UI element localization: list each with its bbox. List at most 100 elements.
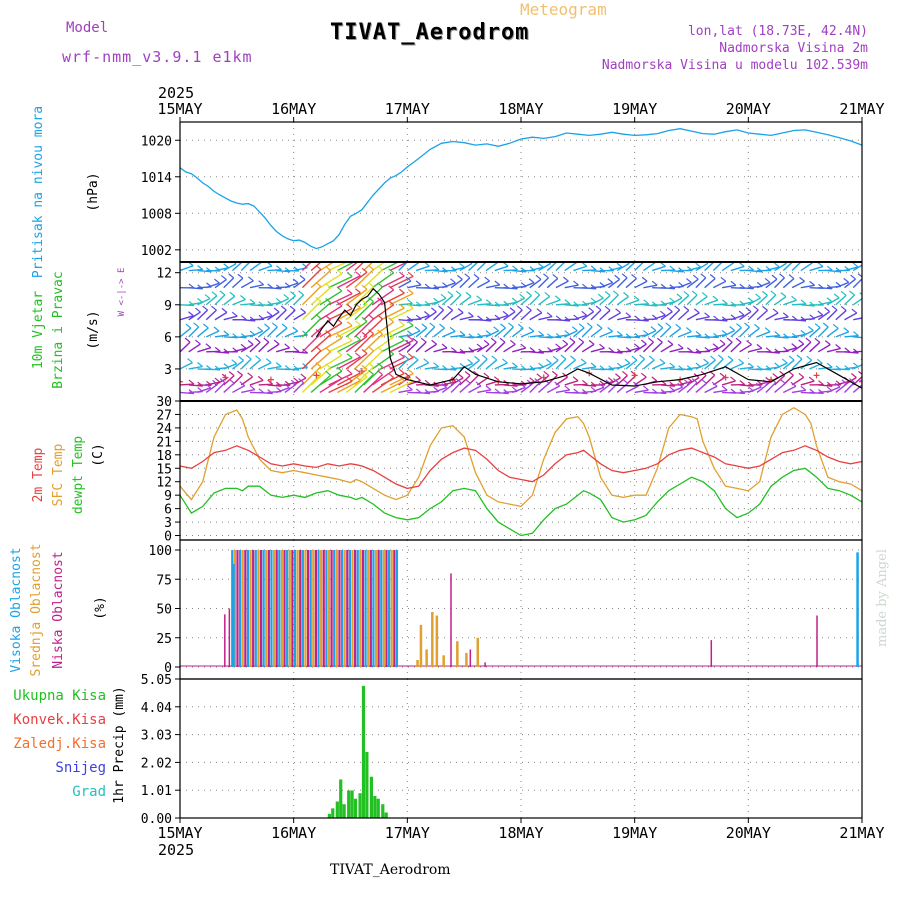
wind-barb-feather (184, 337, 191, 343)
wind-barb-feather (686, 278, 692, 284)
wind-barb-feather (834, 382, 841, 388)
wind-barb-feather (491, 355, 498, 361)
wind-barb (590, 347, 605, 353)
precip-bar (384, 812, 388, 818)
wind-barb-feather (622, 378, 629, 384)
wind-barb (398, 319, 413, 322)
wind-barb (275, 347, 290, 353)
wind-barb-feather (247, 372, 253, 378)
wind-barb (450, 294, 462, 306)
wind-barb-feather (826, 284, 833, 290)
wind-barb (319, 370, 343, 386)
wind-barb-feather (669, 362, 676, 368)
wind-barb (809, 314, 823, 321)
wind-barb (345, 303, 368, 321)
wind-barb-feather (805, 337, 812, 343)
footer-station-name: TIVAT_Aerodrom (330, 862, 451, 878)
wind-barb-feather (399, 255, 404, 259)
mid-cloud-bar (431, 612, 434, 667)
wind-barb (371, 304, 395, 321)
wind-barb (197, 309, 209, 321)
wind-barb-feather (735, 337, 742, 343)
time-tick-label-top: 15MAY (157, 100, 202, 118)
wind-speed-marker (267, 376, 274, 383)
wind-barb (520, 309, 532, 321)
wind-barb-feather (299, 275, 306, 280)
wind-barb-feather (799, 276, 805, 282)
wind-barb-feather (490, 337, 497, 343)
cloud-bar (288, 550, 291, 667)
wind-barb (389, 275, 414, 289)
wind-barb-feather (615, 373, 621, 379)
wind-barb-feather (621, 273, 628, 279)
wind-barb (485, 262, 498, 272)
wind-barb (582, 366, 597, 370)
wind-barb-feather (346, 304, 353, 310)
wind-barb (205, 309, 217, 321)
wind-barb (721, 341, 733, 353)
wind-barb (520, 330, 535, 338)
wind-barb-feather (468, 312, 474, 317)
wind-barb (180, 265, 194, 272)
wind-barb (582, 269, 597, 272)
mid-cloud-bar (442, 655, 445, 667)
wind-barb (616, 382, 629, 393)
wind-barb (713, 319, 728, 322)
wind-barb (459, 362, 473, 370)
wind-barb-feather (744, 322, 750, 328)
wind-barb (301, 300, 322, 321)
wind-barb-feather (726, 337, 733, 343)
wind-barb (494, 391, 509, 395)
wind-barb-feather (248, 276, 254, 282)
wind-barb-feather (631, 257, 636, 261)
temp-y-tick-label: 24 (156, 422, 172, 437)
wind-barb (739, 343, 752, 353)
wind-barb (660, 384, 675, 387)
wind-barb-feather (797, 257, 802, 261)
wind-barb (599, 368, 614, 371)
wind-barb (267, 268, 282, 272)
wind-barb-feather (298, 378, 305, 384)
wind-barb (371, 272, 395, 289)
wind-barb (660, 366, 675, 370)
wind-barb (205, 330, 220, 338)
wind-barb (835, 368, 850, 371)
wind-barb (713, 280, 727, 289)
wind-barb-feather (361, 372, 368, 378)
wind-barb (503, 366, 518, 370)
wind-barb (826, 347, 841, 353)
wind-barb-feather (377, 314, 383, 320)
wind-barb (337, 379, 361, 394)
cloud-bar (306, 550, 310, 667)
mid-cloud-bar (465, 652, 468, 667)
wind-barb (677, 294, 690, 306)
wind-barb-feather (407, 353, 414, 359)
wind-barb (371, 376, 395, 394)
wind-barb-feather (861, 312, 862, 314)
wind-barb-feather (407, 288, 414, 294)
wind-barb (599, 330, 613, 338)
wind-barb-feather (677, 382, 684, 388)
dewpoint-temp-line (179, 467, 863, 537)
wind-barb-feather (718, 257, 723, 261)
wind-barb-feather (429, 322, 436, 328)
cloud-bar (351, 550, 354, 667)
wind-barb (573, 314, 587, 321)
wind-barb (485, 284, 500, 289)
wind-barb (739, 366, 754, 370)
wind-barb-feather (439, 323, 445, 329)
wind-barb-feather (790, 381, 797, 387)
time-tick-label-bottom: 15MAY (157, 824, 202, 842)
wind-barb (197, 347, 212, 353)
wind-barb-feather (275, 362, 282, 368)
wind-barb-feather (404, 257, 409, 261)
wind-barb-feather (398, 288, 405, 294)
wind-speed-marker (859, 378, 862, 385)
wind-barb (345, 288, 368, 306)
wind-barb-feather (748, 362, 754, 368)
wind-barb-feather (713, 315, 719, 321)
wind-barb (310, 262, 322, 272)
wind-barb-feather (238, 355, 244, 361)
cloud-y-tick-label: 50 (156, 603, 172, 618)
wind-barb (223, 382, 235, 393)
